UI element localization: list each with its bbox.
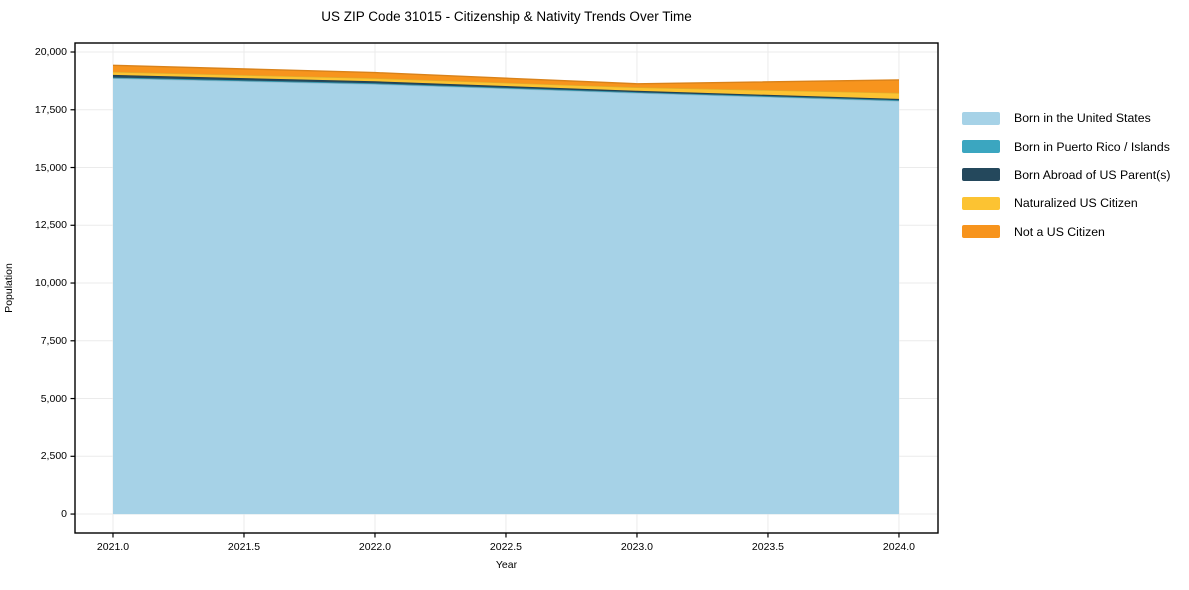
area-series-edge	[112, 64, 900, 85]
legend-label: Born in the United States	[1014, 111, 1151, 126]
y-tick-label: 15,000	[34, 161, 67, 174]
area-series	[113, 78, 899, 515]
legend-swatch	[962, 168, 1000, 182]
chart-title: US ZIP Code 31015 - Citizenship & Nativi…	[321, 9, 692, 24]
y-tick-label: 5,000	[40, 392, 67, 405]
legend-swatch	[962, 225, 1000, 239]
x-axis-title: Year	[495, 559, 518, 571]
x-tick-label: 2023.0	[620, 541, 654, 553]
legend-item: Not a US Citizen	[962, 218, 1171, 246]
y-tick-label: 12,500	[34, 219, 67, 232]
y-tick-label: 17,500	[34, 103, 67, 116]
legend-swatch	[962, 111, 1000, 125]
x-tick-label: 2023.5	[751, 541, 785, 553]
y-tick-label: 2,500	[40, 450, 67, 463]
x-tick-label: 2021.5	[227, 541, 261, 553]
area-series	[113, 71, 899, 99]
legend-label: Naturalized US Citizen	[1014, 196, 1138, 211]
x-tick-label: 2022.0	[358, 541, 392, 553]
legend-item: Born in the United States	[962, 104, 1171, 132]
y-tick-label: 7,500	[40, 334, 67, 347]
x-tick-label: 2024.0	[882, 541, 916, 553]
x-tick-label: 2022.5	[489, 541, 523, 553]
legend-swatch	[962, 196, 1000, 210]
legend-label: Born in Puerto Rico / Islands	[1014, 139, 1170, 154]
x-tick-label: 2021.0	[96, 541, 130, 553]
legend-item: Naturalized US Citizen	[962, 189, 1171, 217]
legend: Born in the United States Born in Puerto …	[962, 104, 1171, 246]
y-tick-label: 0	[61, 508, 67, 521]
y-tick-label: 10,000	[34, 277, 67, 290]
legend-swatch	[962, 140, 1000, 154]
area-series	[113, 65, 899, 93]
legend-label: Born Abroad of US Parent(s)	[1014, 167, 1171, 182]
y-tick-label: 20,000	[34, 46, 67, 58]
legend-item: Born Abroad of US Parent(s)	[962, 161, 1171, 189]
y-axis-title: Population	[3, 263, 15, 313]
legend-label: Not a US Citizen	[1014, 224, 1105, 239]
area-series	[113, 74, 899, 101]
legend-item: Born in Puerto Rico / Islands	[962, 132, 1171, 160]
